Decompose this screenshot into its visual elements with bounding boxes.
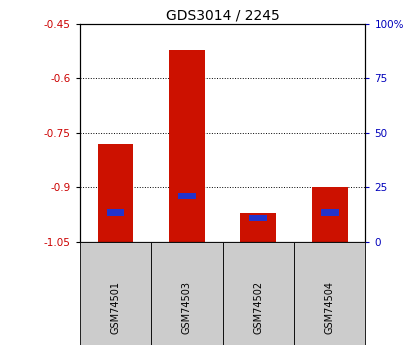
Bar	[169, 49, 205, 242]
Text: GSM74503: GSM74503	[182, 280, 192, 334]
Text: GSM74504: GSM74504	[325, 280, 335, 334]
Bar	[151, 241, 223, 345]
Bar	[107, 209, 124, 216]
Bar	[249, 215, 267, 221]
Bar	[178, 193, 196, 199]
Bar	[240, 213, 276, 242]
Bar	[312, 187, 348, 241]
Bar	[294, 241, 365, 345]
Bar	[321, 209, 339, 216]
Bar	[80, 241, 151, 345]
Bar	[223, 241, 294, 345]
Bar	[98, 144, 134, 241]
Text: GSM74502: GSM74502	[253, 280, 263, 334]
Text: GSM74501: GSM74501	[110, 280, 121, 334]
Title: GDS3014 / 2245: GDS3014 / 2245	[166, 9, 279, 23]
